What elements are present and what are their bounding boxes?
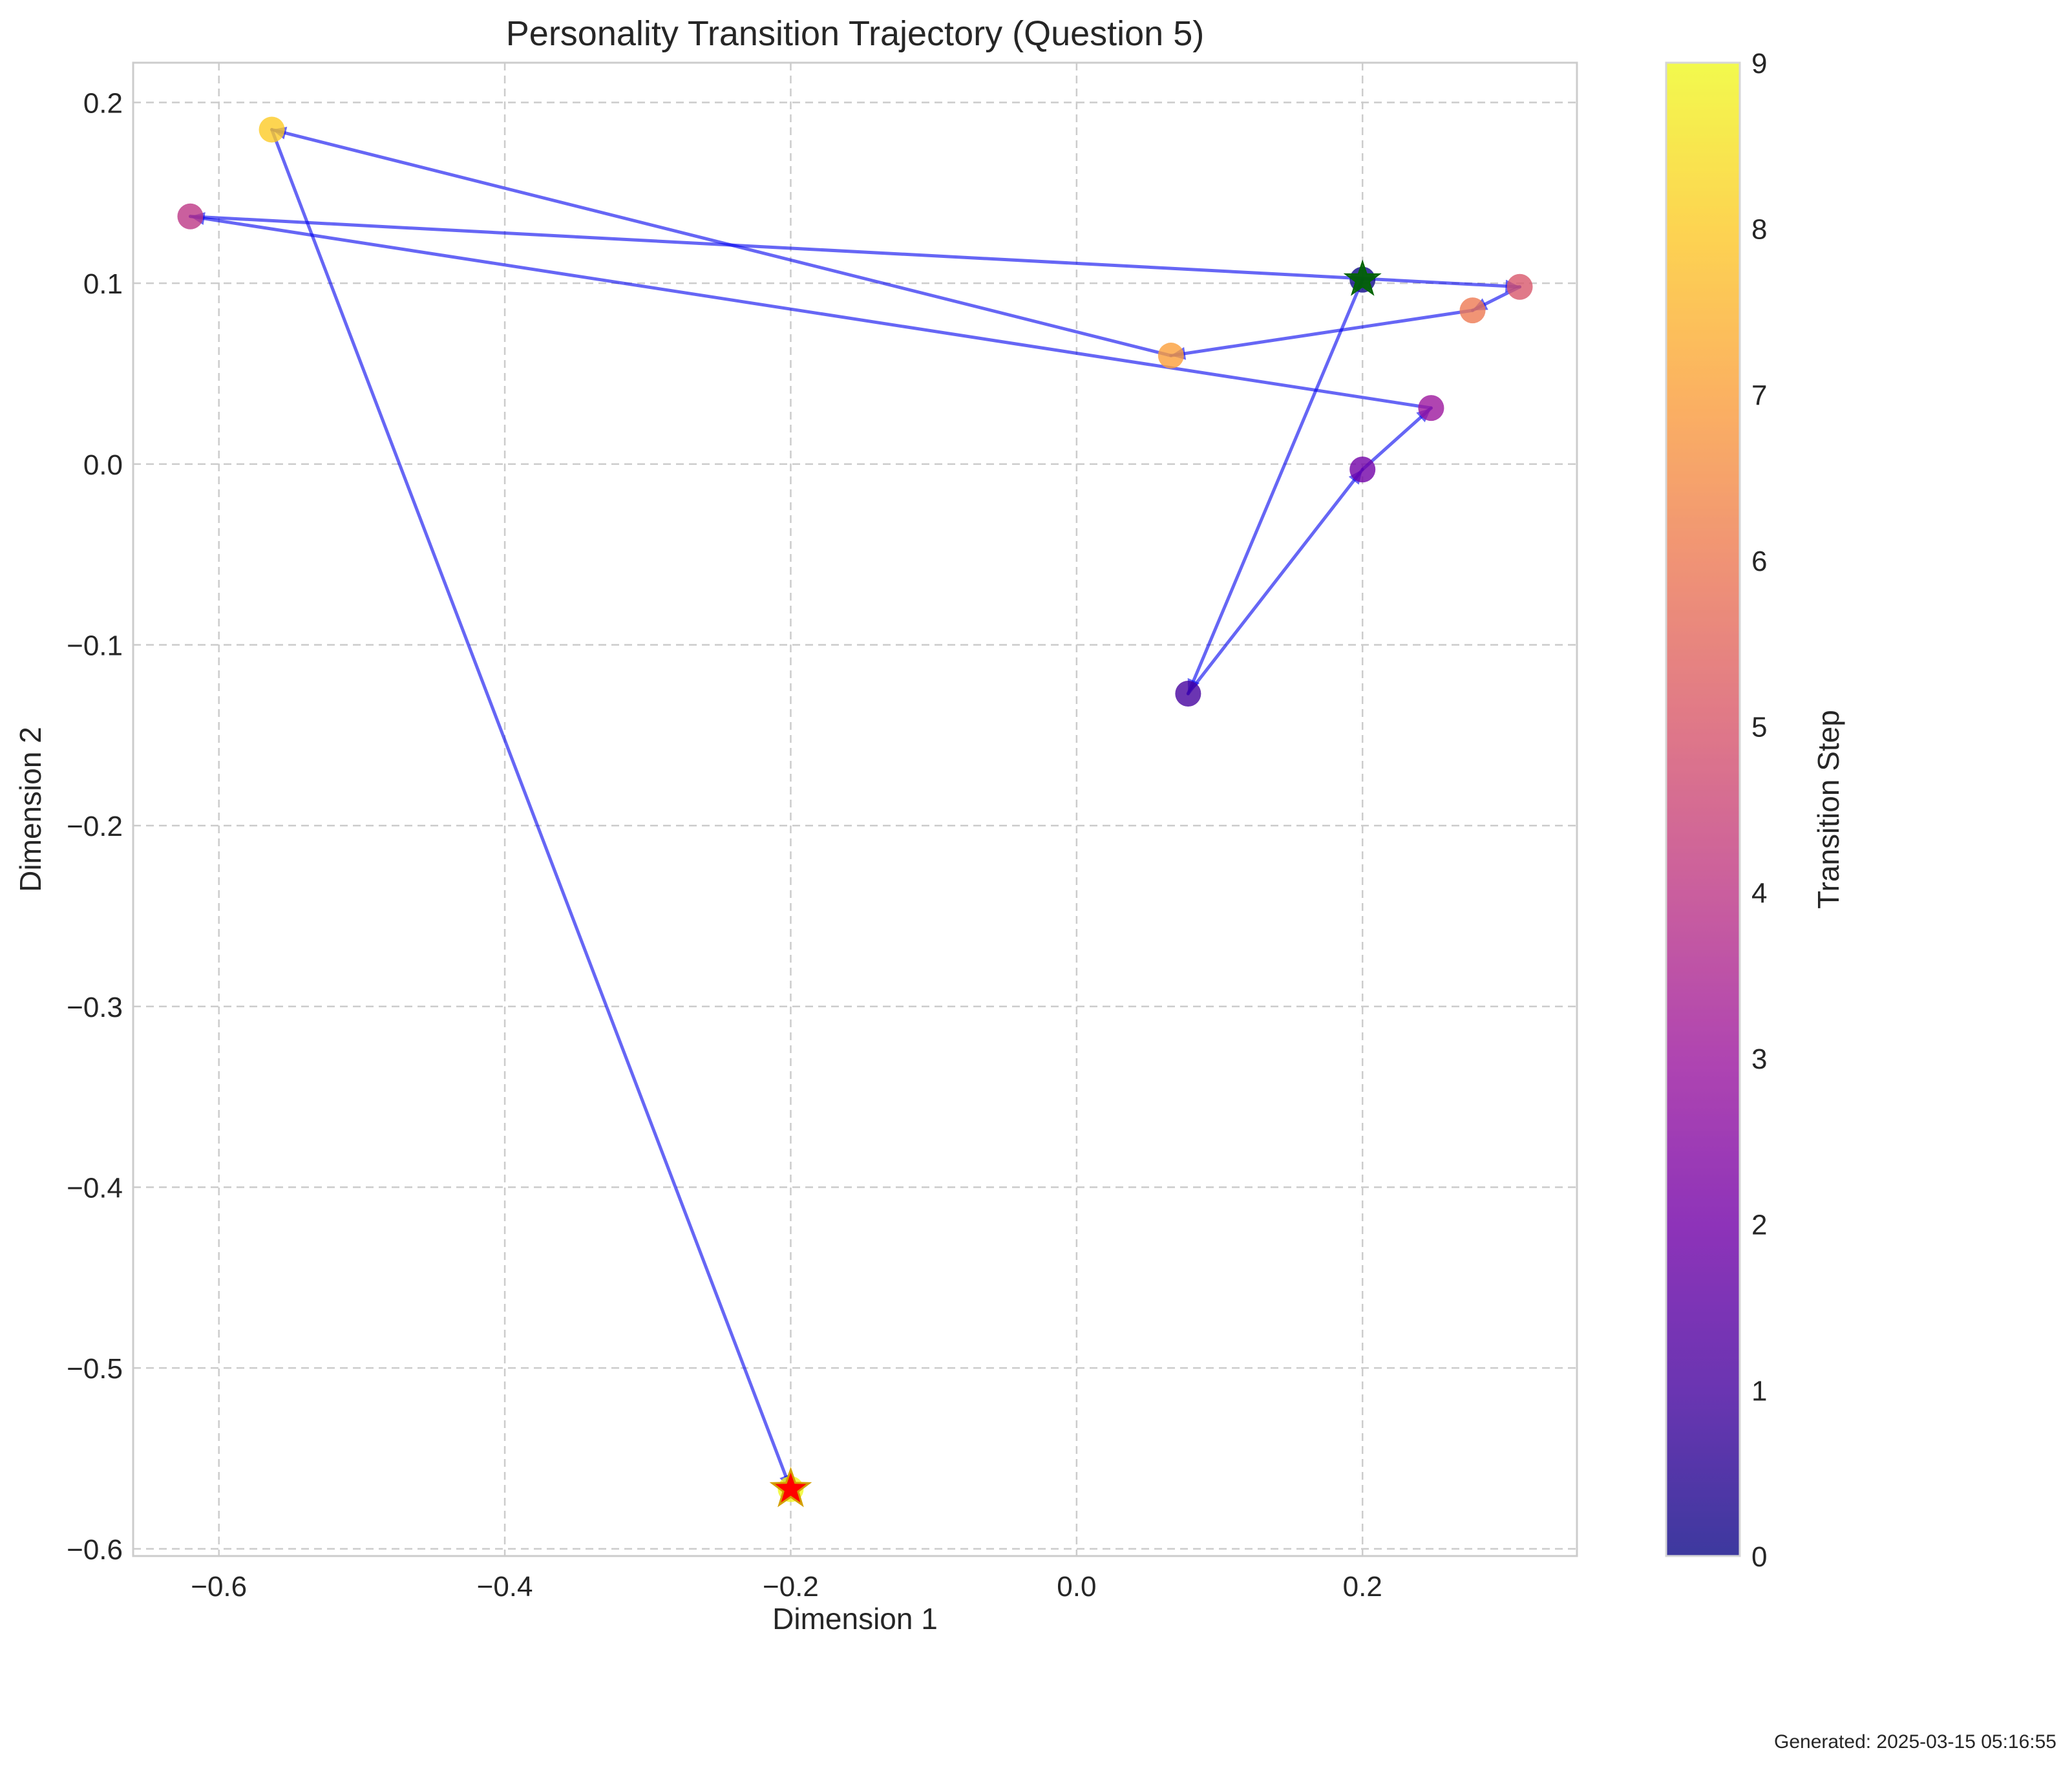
data-point [177,203,204,229]
x-tick-label: 0.2 [1343,1571,1382,1603]
colorbar-tick-label: 5 [1751,712,1767,743]
colorbar-tick-label: 9 [1751,48,1767,80]
grid-lines [133,63,1577,1556]
colorbar-label: Transition Step [1812,710,1845,909]
y-axis-label: Dimension 2 [14,727,47,892]
y-tick-label: −0.3 [67,992,123,1023]
y-tick-label: −0.1 [67,630,123,662]
colorbar [1665,61,1741,1557]
colorbar-tick-label: 4 [1751,877,1767,909]
colorbar-tick-label: 3 [1751,1043,1767,1075]
y-tick-label: 0.0 [83,449,123,481]
colorbar-tick-label: 0 [1751,1541,1767,1573]
y-tick-label: −0.6 [67,1534,123,1566]
data-point [1418,395,1444,421]
data-point [1349,456,1376,483]
y-tick-label: −0.5 [67,1353,123,1385]
colorbar-tick-label: 7 [1751,379,1767,411]
y-tick-label: −0.2 [67,811,123,842]
colorbar-tick-label: 1 [1751,1375,1767,1407]
x-tick-label: 0.0 [1057,1571,1096,1603]
trajectory-segment [1186,467,1364,696]
trajectory-segment [1169,308,1475,357]
start-star-marker [1343,259,1382,296]
trajectory-segment [1186,278,1364,696]
data-points [177,116,1533,1508]
colorbar-ticks: 0 1 2 3 4 5 6 7 8 9 [1751,48,1767,1573]
colorbar-tick-label: 2 [1751,1210,1767,1241]
trajectory-segment [270,127,1173,357]
data-point [1175,681,1201,707]
x-tick-label: −0.4 [477,1571,533,1603]
trajectory-segment [270,127,792,1491]
colorbar-tick-label: 6 [1751,546,1767,577]
data-point [1459,297,1486,324]
end-star-marker [769,1466,812,1508]
generated-timestamp: Generated: 2025-03-15 05:16:55 [1773,1731,2056,1753]
plot-frame [132,61,1578,1557]
y-axis-ticks: 0.2 0.1 0.0 −0.1 −0.2 −0.3 −0.4 −0.5 −0.6 [67,88,123,1566]
trajectory-lines [188,127,1522,1491]
x-tick-label: −0.2 [763,1571,819,1603]
y-tick-label: 0.2 [83,88,123,120]
colorbar-tick-label: 8 [1751,214,1767,246]
y-tick-label: −0.4 [67,1172,123,1204]
x-axis-ticks: −0.6 −0.4 −0.2 0.0 0.2 [191,1571,1382,1603]
chart-title: Personality Transition Trajectory (Quest… [506,14,1204,53]
x-tick-label: −0.6 [191,1571,247,1603]
trajectory-segment [188,215,1522,289]
trajectory-segment [1360,406,1433,471]
x-axis-label: Dimension 1 [772,1602,938,1636]
data-point [1158,343,1184,369]
trajectory-segment [188,215,1433,410]
data-point [1506,273,1533,300]
y-tick-label: 0.1 [83,268,123,300]
data-point [259,116,285,143]
